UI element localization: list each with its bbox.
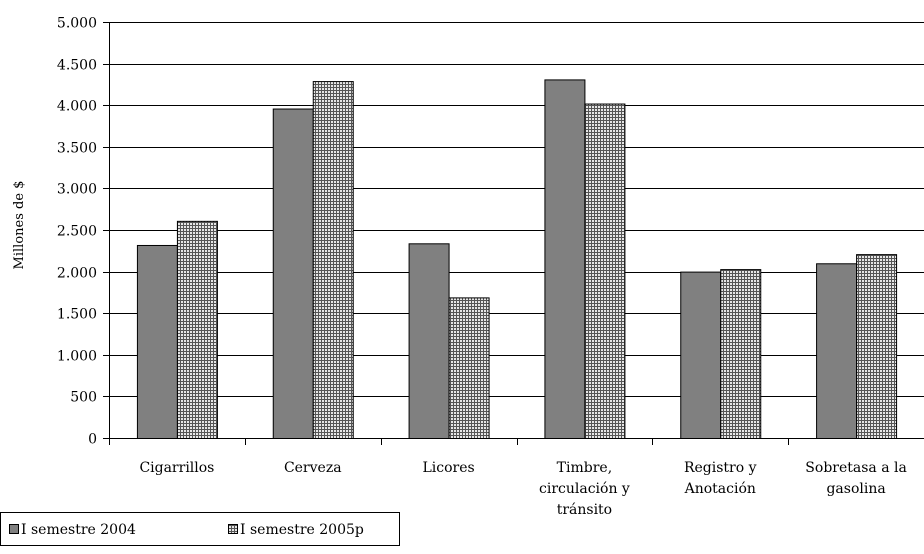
- bar-2004: [544, 79, 586, 440]
- y-tick-label: 4.500: [57, 58, 97, 74]
- category-label: Licores: [422, 460, 474, 476]
- bar-2004: [680, 271, 722, 439]
- y-tick-labels: 0 500 1.000 1.500 2.000 2.500 3.000 3.500 4.000 4…: [57, 16, 109, 448]
- category-label: tránsito: [557, 502, 612, 518]
- y-tick-label: 1.500: [57, 307, 97, 323]
- legend-swatch: [228, 524, 238, 534]
- y-tick-label: 4.000: [57, 99, 97, 115]
- bar-2005p: [312, 81, 354, 440]
- y-axis-label: Millones de $: [12, 181, 27, 270]
- legend-box: [0, 512, 400, 546]
- y-tick-label: 500: [70, 390, 97, 406]
- category-label: gasolina: [826, 481, 885, 497]
- legend-label: I semestre 2004: [21, 522, 136, 538]
- legend: I semestre 2004 I semestre 2005p: [0, 512, 400, 546]
- axes: [109, 22, 924, 445]
- bar-2004: [136, 244, 178, 439]
- y-tick-label: 2.000: [57, 266, 97, 282]
- category-label: Registro y: [684, 460, 757, 476]
- bar-2005p: [584, 103, 626, 439]
- legend-label: I semestre 2005p: [240, 522, 364, 538]
- bar-2005p: [856, 254, 898, 439]
- y-tick-label: 0: [88, 432, 97, 448]
- bar-2004: [272, 108, 314, 439]
- bar-2005p: [176, 220, 218, 439]
- y-tick-label: 3.000: [57, 182, 97, 198]
- category-label: Timbre,: [557, 460, 612, 476]
- category-label: Sobretasa a la: [805, 460, 907, 476]
- y-tick-label: 2.500: [57, 224, 97, 240]
- bar-2005p: [720, 269, 762, 439]
- category-label: Anotación: [684, 481, 756, 497]
- category-label: Cerveza: [284, 460, 342, 476]
- bar-2004: [816, 263, 858, 439]
- category-label: Cigarrillos: [139, 460, 214, 476]
- y-tick-label: 3.500: [57, 141, 97, 157]
- bar-2005p: [448, 297, 490, 439]
- gridlines: [109, 22, 924, 397]
- category-labels: Cigarrillos Cerveza Licores Timbre, circulac…: [139, 460, 906, 518]
- y-tick-label: 5.000: [57, 16, 97, 32]
- bar-2004: [408, 243, 450, 439]
- y-tick-label: 1.000: [57, 349, 97, 365]
- legend-swatch: [9, 524, 19, 534]
- category-label: circulación y: [539, 481, 630, 497]
- bars: [136, 79, 898, 440]
